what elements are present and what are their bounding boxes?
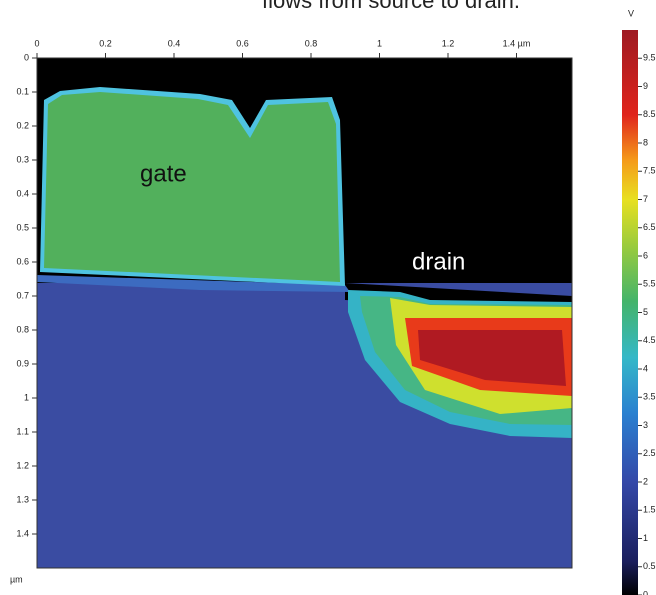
colorbar-tick-label: 6 [643, 250, 648, 260]
x-tick-label: 1.4 µm [503, 38, 531, 48]
colorbar-tick-label: 3 [643, 420, 648, 430]
colorbar-tick-label: 2 [643, 476, 648, 486]
x-tick-label: 0.8 [305, 38, 318, 48]
y-tick-label: 1 [24, 392, 29, 402]
colorbar-tick-label: 9.5 [643, 53, 656, 63]
colorbar-tick-label: 5.5 [643, 279, 656, 289]
colorbar-tick-label: 8 [643, 137, 648, 147]
colorbar-tick-label: 6.5 [643, 222, 656, 232]
x-tick-label: 1.2 [442, 38, 455, 48]
y-tick-label: 0.5 [16, 222, 29, 232]
map [37, 58, 572, 568]
y-tick-label: 0.7 [16, 290, 29, 300]
colorbar-tick-label: 7 [643, 194, 648, 204]
colorbar-tick-label: 4 [643, 363, 648, 373]
caption: flows from source to drain. [262, 0, 520, 13]
y-tick-label: 0.8 [16, 324, 29, 334]
page: flows from source to drain. gate drain µ… [0, 0, 656, 595]
y-tick-label: 0.1 [16, 86, 29, 96]
colorbar-tick-label: 2.5 [643, 448, 656, 458]
x-tick-label: 0.2 [99, 38, 112, 48]
y-tick-label: 1.4 [16, 528, 29, 538]
x-tick-label: 0 [34, 38, 39, 48]
colorbar-tick-label: 0 [643, 589, 648, 595]
colorbar-label: V [628, 8, 634, 18]
colorbar-tick-label: 9 [643, 81, 648, 91]
colorbar-tick-label: 8.5 [643, 109, 656, 119]
colorbar-tick-label: 4.5 [643, 335, 656, 345]
y-tick-label: 0.4 [16, 188, 29, 198]
colorbar [622, 30, 638, 595]
x-tick-label: 0.4 [168, 38, 181, 48]
y-tick-label: 0.9 [16, 358, 29, 368]
y-tick-label: 1.1 [16, 426, 29, 436]
y-tick-label: 0.3 [16, 154, 29, 164]
colorbar-tick-label: 0.5 [643, 561, 656, 571]
y-tick-label: 0 [24, 52, 29, 62]
y-axis-label: µm [10, 574, 23, 584]
colorbar-tick-label: 3.5 [643, 392, 656, 402]
colorbar-tick-label: 5 [643, 307, 648, 317]
x-tick-label: 1 [377, 38, 382, 48]
y-tick-label: 1.2 [16, 460, 29, 470]
colorbar-tick-label: 1 [643, 533, 648, 543]
y-tick-label: 0.2 [16, 120, 29, 130]
annotation: gate [140, 160, 187, 187]
colorbar-tick-label: 7.5 [643, 166, 656, 176]
x-tick-label: 0.6 [236, 38, 249, 48]
annotation: drain [412, 248, 465, 275]
y-tick-label: 0.6 [16, 256, 29, 266]
colorbar-tick-label: 1.5 [643, 505, 656, 515]
y-tick-label: 1.3 [16, 494, 29, 504]
